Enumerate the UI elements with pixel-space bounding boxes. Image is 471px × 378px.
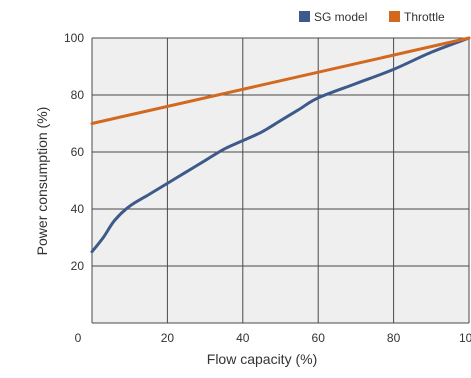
x-tick-label: 0 [75, 331, 82, 345]
grid [91, 37, 470, 324]
y-tick-label: 20 [71, 259, 85, 273]
legend-swatch-sg-model [299, 11, 310, 22]
x-tick-label: 40 [236, 331, 250, 345]
x-tick-label: 20 [161, 331, 175, 345]
series-line-sg-model [90, 36, 471, 254]
x-tick-label: 60 [312, 331, 326, 345]
y-tick-label: 40 [71, 202, 85, 216]
x-tick-labels: 0 20 40 60 80 100 [75, 331, 471, 345]
legend: SG model Throttle [299, 10, 445, 24]
y-tick-label: 100 [64, 31, 84, 45]
y-axis-label: Power consumption (%) [34, 107, 50, 256]
x-tick-label: 80 [387, 331, 401, 345]
legend-label-sg-model: SG model [314, 10, 367, 24]
y-tick-label: 60 [71, 145, 85, 159]
y-tick-label: 80 [71, 88, 85, 102]
x-axis-label: Flow capacity (%) [207, 351, 317, 367]
legend-swatch-throttle [389, 11, 400, 22]
plot-background [92, 38, 469, 323]
y-tick-labels: 20 40 60 80 100 [64, 31, 84, 273]
legend-label-throttle: Throttle [404, 10, 445, 24]
series-line-throttle [90, 36, 471, 125]
x-tick-label: 100 [459, 331, 471, 345]
series-layer [90, 36, 471, 254]
